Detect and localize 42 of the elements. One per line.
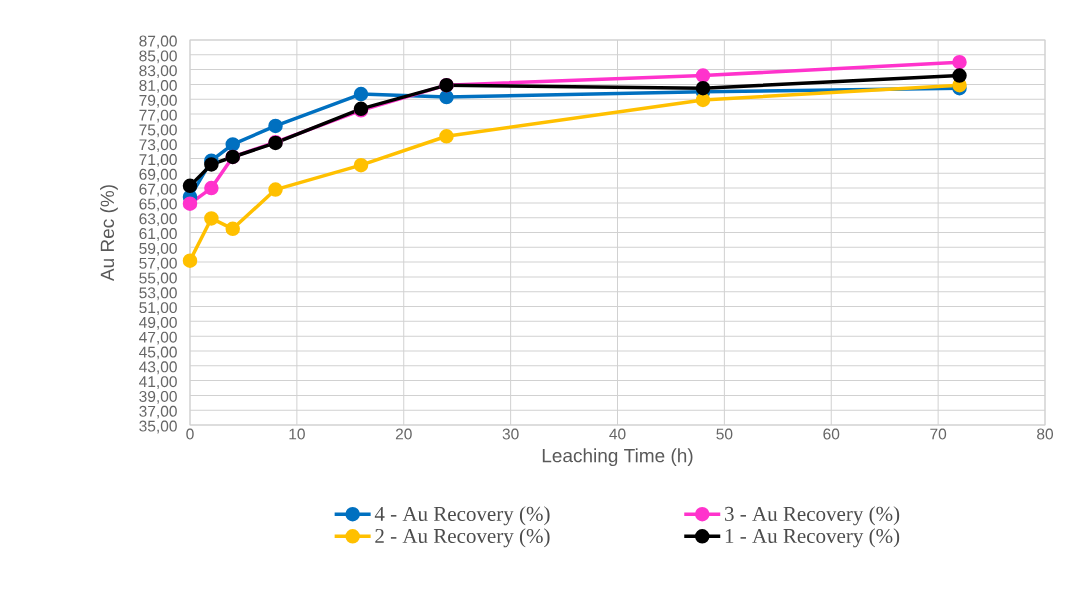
x-tick-label: 40 [609, 428, 626, 440]
y-tick-label: 75,00 [139, 124, 177, 138]
y-tick-label: 69,00 [139, 168, 177, 182]
y-tick-label: 59,00 [139, 242, 177, 256]
legend-label: 1 - Au Recovery (%) [725, 528, 900, 548]
x-axis-title: Leaching Time (h) [542, 448, 693, 467]
y-tick-label: 39,00 [139, 390, 177, 404]
y-tick-label: 51,00 [139, 302, 177, 315]
x-tick-label: 30 [502, 428, 519, 440]
y-tick-label: 67,00 [139, 183, 177, 197]
y-tick-label: 49,00 [139, 316, 177, 330]
x-tick-label: 0 [186, 428, 194, 440]
y-tick-label: 79,00 [139, 94, 177, 108]
y-tick-label: 61,00 [139, 228, 177, 241]
y-tick-label: 87,00 [139, 35, 177, 49]
legend-label: 3 - Au Recovery (%) [725, 506, 900, 526]
y-tick-label: 63,00 [139, 213, 177, 227]
y-tick-label: 41,00 [139, 376, 177, 389]
y-tick-label: 43,00 [139, 361, 177, 375]
y-axis-title: Au Rec (%) [100, 185, 118, 282]
x-tick-label: 80 [1037, 428, 1054, 440]
y-tick-label: 45,00 [139, 346, 177, 360]
y-tick-label: 57,00 [139, 257, 177, 271]
y-tick-label: 65,00 [139, 198, 177, 212]
legend-label: 2 - Au Recovery (%) [375, 528, 550, 548]
y-tick-label: 85,00 [139, 50, 177, 64]
y-tick-label: 37,00 [139, 405, 177, 419]
y-tick-label: 47,00 [139, 331, 177, 345]
y-tick-label: 35,00 [139, 420, 177, 434]
y-tick-label: 71,00 [139, 154, 177, 167]
y-tick-label: 77,00 [139, 109, 177, 123]
x-tick-label: 10 [289, 428, 305, 440]
x-tick-label: 50 [716, 428, 733, 440]
y-tick-label: 83,00 [139, 65, 177, 79]
x-tick-label: 70 [930, 428, 947, 440]
x-tick-label: 20 [395, 428, 412, 440]
y-tick-label: 73,00 [139, 139, 177, 153]
x-tick-label: 60 [823, 428, 840, 440]
y-tick-label: 55,00 [139, 272, 177, 286]
legend-label: 4 - Au Recovery (%) [374, 506, 550, 526]
y-tick-label: 53,00 [139, 287, 177, 301]
y-tick-label: 81,00 [139, 80, 177, 93]
